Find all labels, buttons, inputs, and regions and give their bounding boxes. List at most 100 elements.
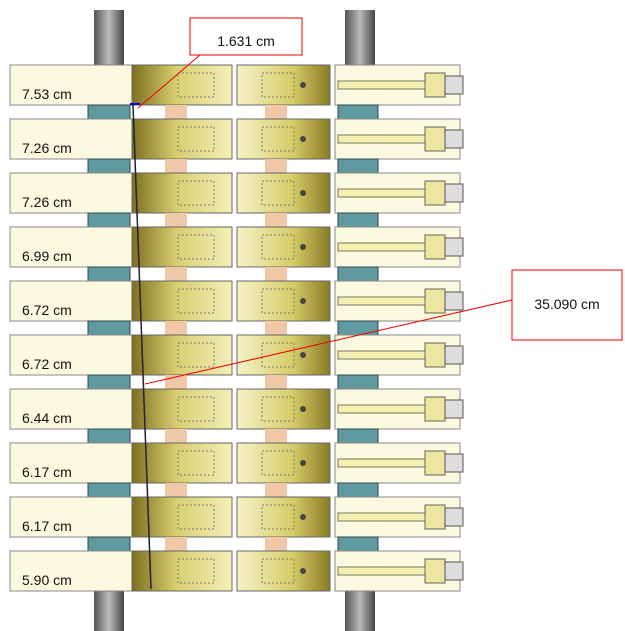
connector xyxy=(424,342,446,368)
block xyxy=(131,172,233,214)
spacer xyxy=(337,482,379,498)
hole xyxy=(300,244,306,250)
block xyxy=(236,172,331,214)
slot xyxy=(177,180,215,206)
spacer xyxy=(265,429,287,443)
connector xyxy=(424,558,446,584)
slot xyxy=(177,396,215,422)
block xyxy=(236,118,331,160)
block xyxy=(131,496,233,538)
block xyxy=(236,388,331,430)
taper-line xyxy=(132,104,152,590)
block xyxy=(131,550,233,592)
spacer xyxy=(87,374,131,390)
spacer xyxy=(337,536,379,552)
spacer xyxy=(265,105,287,119)
slot xyxy=(177,342,215,368)
block xyxy=(131,334,233,376)
block xyxy=(131,442,233,484)
shaft xyxy=(337,80,429,90)
spacer xyxy=(87,158,131,174)
measurement-label: 6.17 cm xyxy=(22,464,72,480)
shaft xyxy=(337,566,429,576)
callout-label: 35.090 cm xyxy=(534,296,599,312)
spacer xyxy=(87,428,131,444)
connector xyxy=(444,129,464,149)
block xyxy=(131,226,233,268)
measurement-label: 6.72 cm xyxy=(22,302,72,318)
block xyxy=(236,496,331,538)
block xyxy=(236,442,331,484)
connector xyxy=(444,291,464,311)
slot xyxy=(177,126,215,152)
slot xyxy=(177,72,215,98)
shaft xyxy=(337,296,429,306)
callout-box xyxy=(511,269,623,341)
block xyxy=(131,388,233,430)
hole xyxy=(300,406,306,412)
shaft xyxy=(337,134,429,144)
hole xyxy=(300,190,306,196)
spacer xyxy=(265,483,287,497)
measurement-label: 5.90 cm xyxy=(22,572,72,588)
hole xyxy=(300,352,306,358)
block xyxy=(236,226,331,268)
connector xyxy=(444,345,464,365)
spacer xyxy=(337,374,379,390)
connector xyxy=(424,234,446,260)
spacer xyxy=(87,536,131,552)
connector xyxy=(424,288,446,314)
spacer xyxy=(165,105,187,119)
plate xyxy=(9,496,133,538)
spacer xyxy=(337,212,379,228)
connector xyxy=(444,453,464,473)
spacer xyxy=(265,159,287,173)
connector xyxy=(424,396,446,422)
slot xyxy=(261,504,295,530)
slot xyxy=(261,72,295,98)
spacer xyxy=(165,537,187,551)
block xyxy=(131,280,233,322)
spacer xyxy=(265,537,287,551)
slot xyxy=(261,342,295,368)
measurement-label: 7.26 cm xyxy=(22,194,72,210)
hole xyxy=(300,298,306,304)
spacer xyxy=(165,267,187,281)
shaft xyxy=(337,458,429,468)
block xyxy=(236,550,331,592)
measurement-label: 7.26 cm xyxy=(22,140,72,156)
rows: 7.53 cm 7.26 cm 7.26 cm 6.99 cm 6.72 cm 6.72 … xyxy=(9,64,464,592)
connector xyxy=(444,75,464,95)
plate xyxy=(9,280,133,322)
spacer xyxy=(265,375,287,389)
connector xyxy=(444,183,464,203)
plate xyxy=(9,64,133,106)
spacer xyxy=(87,266,131,282)
callout-box xyxy=(189,17,303,56)
measurement-label: 6.99 cm xyxy=(22,248,72,264)
slot xyxy=(261,180,295,206)
shaft xyxy=(337,512,429,522)
spacer xyxy=(165,321,187,335)
connector xyxy=(444,399,464,419)
slot xyxy=(261,288,295,314)
connector xyxy=(424,504,446,530)
spacer xyxy=(165,483,187,497)
shaft xyxy=(337,188,429,198)
slot xyxy=(261,126,295,152)
connector xyxy=(424,180,446,206)
connector xyxy=(444,237,464,257)
measurement-label: 6.44 cm xyxy=(22,410,72,426)
spacer xyxy=(87,104,131,120)
slot xyxy=(177,504,215,530)
spacer xyxy=(337,320,379,336)
spacer xyxy=(337,428,379,444)
plate xyxy=(9,334,133,376)
spacer xyxy=(87,482,131,498)
slot xyxy=(177,450,215,476)
slot xyxy=(177,558,215,584)
spacer xyxy=(87,212,131,228)
block xyxy=(236,280,331,322)
slot xyxy=(261,450,295,476)
shaft xyxy=(337,404,429,414)
